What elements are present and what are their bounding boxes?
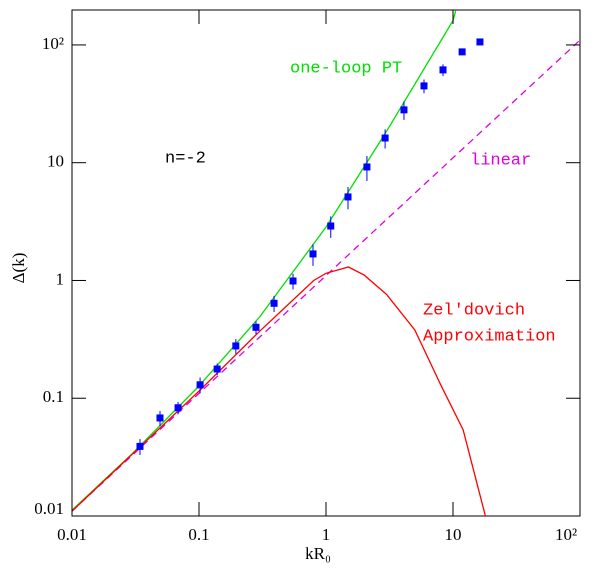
y-tick-label: 0.1 <box>43 387 64 406</box>
curve <box>72 266 487 516</box>
annotation: n=-2 <box>165 149 206 168</box>
x-tick-label: 10² <box>555 525 577 544</box>
y-tick-label: 0.01 <box>34 499 64 518</box>
data-point <box>270 299 278 307</box>
data-point <box>213 365 221 373</box>
data-point <box>344 193 352 201</box>
annotation: linear <box>470 151 531 170</box>
data-point <box>327 222 335 230</box>
y-tick-label: 10² <box>42 34 64 53</box>
data-point <box>252 323 260 331</box>
data-point <box>196 381 204 389</box>
curve <box>72 39 580 512</box>
data-point <box>476 38 484 46</box>
x-axis-label: kR₀ <box>305 544 331 563</box>
x-tick-label: 1 <box>322 525 331 544</box>
data-point <box>232 342 240 350</box>
y-tick-label: 1 <box>56 269 65 288</box>
data-point <box>363 163 371 171</box>
x-tick-label: 10 <box>445 525 462 544</box>
plot-frame <box>71 9 581 517</box>
annotation: Approximation <box>423 327 556 346</box>
data-point <box>381 134 389 142</box>
data-point <box>420 82 428 90</box>
annotation: one-loop PT <box>290 59 402 78</box>
data-point <box>458 48 466 56</box>
data-point <box>289 277 297 285</box>
x-tick-label: 0.1 <box>188 525 209 544</box>
annotation: Zel'dovich <box>423 301 525 320</box>
y-axis-label: Δ(k) <box>9 253 28 284</box>
data-point <box>400 106 408 114</box>
curve <box>72 10 457 511</box>
data-point <box>174 404 182 412</box>
data-point <box>309 250 317 258</box>
x-tick-label: 0.01 <box>57 525 87 544</box>
y-tick-label: 10 <box>47 152 64 171</box>
data-point <box>136 442 144 450</box>
plot-area <box>72 10 580 516</box>
data-point <box>439 66 447 74</box>
data-point <box>156 414 164 422</box>
